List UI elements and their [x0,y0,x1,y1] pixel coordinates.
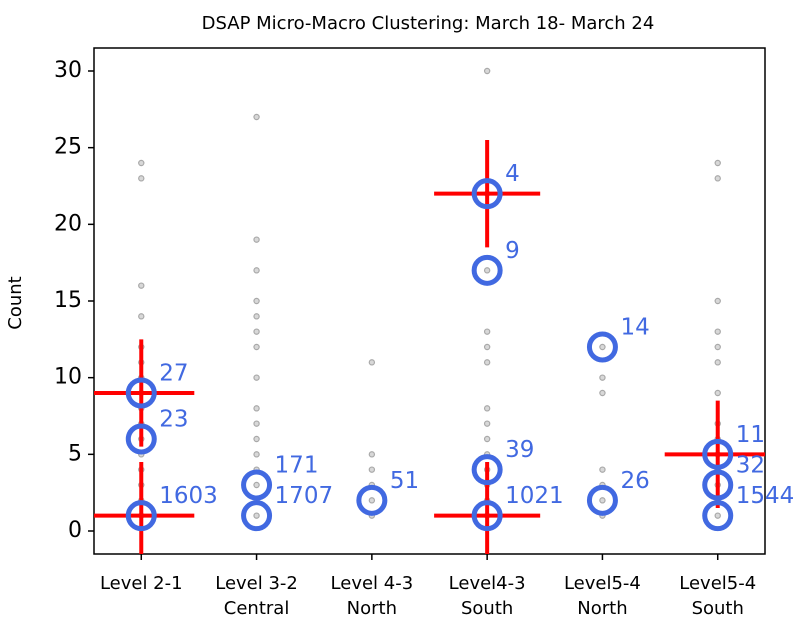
point [253,481,260,489]
point [253,328,260,335]
point [253,451,260,458]
cluster-size-label: 39 [505,437,534,463]
cluster-size-label: 1021 [505,483,564,509]
y-tick-label: 0 [68,518,82,543]
point [253,435,260,443]
point [138,175,145,182]
point [599,497,606,504]
y-tick-label: 25 [54,135,82,160]
point [138,282,145,289]
point [253,405,260,412]
point [714,389,721,397]
x-tick-label: Level 3-2 Central [215,573,298,619]
cluster-marker [241,500,273,532]
cluster-marker [471,500,503,532]
plot-frame [93,47,766,555]
cluster-marker [702,469,734,501]
point [368,466,376,473]
point [599,374,606,381]
point [253,236,260,243]
y-tick-label: 20 [54,211,82,236]
y-tick-label: 10 [54,365,82,390]
point [483,435,491,443]
cluster-size-label: 1603 [159,483,218,509]
cluster-size-label: 171 [275,453,319,479]
point [253,343,260,351]
point [714,297,721,305]
point [253,313,260,320]
x-tick-label: Level4-3 South [449,573,526,619]
x-tick-label: Level5-4 North [564,573,641,619]
cluster-size-label: 27 [159,361,188,387]
point [368,497,376,504]
point [253,420,260,427]
point [483,328,491,335]
point [599,389,606,397]
point [714,175,721,182]
point [599,343,606,351]
point [714,512,721,519]
point [483,67,491,75]
cluster-marker [586,484,618,516]
cluster-marker [125,500,157,532]
y-axis-label: Count [5,276,26,329]
y-tick-label: 30 [54,58,82,83]
x-tick-label: Level 4-3 North [331,573,414,619]
y-tick-label: 5 [68,441,82,466]
point [138,159,145,167]
point [138,313,145,320]
cluster-marker [471,454,503,486]
cluster-size-label: 14 [620,315,649,341]
point [714,159,721,167]
cluster-size-label: 23 [159,407,188,433]
cluster-marker [471,178,503,210]
cluster-size-label: 11 [736,422,765,448]
cluster-size-label: 9 [505,238,520,264]
chart-title: DSAP Micro-Macro Clustering: March 18- M… [202,13,655,34]
cluster-marker [356,484,388,516]
point [368,451,376,458]
point [714,359,721,366]
cluster-marker [125,377,157,409]
cluster-size-label: 4 [505,161,520,187]
point [483,343,491,351]
cluster-marker [471,254,503,286]
cluster-size-label: 1707 [275,483,334,509]
plot-area [94,67,765,554]
point [483,267,491,274]
cluster-marker [702,438,734,470]
point [253,297,260,305]
point [483,420,491,427]
cluster-marker [125,423,157,455]
cluster-size-label: 26 [620,468,649,494]
cluster-size-label: 32 [736,453,765,479]
point [253,113,260,121]
cluster-size-label: 1544 [736,483,795,509]
cluster-marker [702,500,734,532]
point [599,466,606,473]
point [253,512,260,519]
y-tick-label: 15 [54,288,82,313]
point [253,267,260,274]
point [368,359,376,366]
point [253,374,260,381]
x-tick-label: Level 2-1 [100,573,183,594]
point [714,328,721,335]
point [483,405,491,412]
cluster-marker [241,469,273,501]
cluster-size-label: 51 [390,468,419,494]
cluster-marker [586,331,618,363]
x-tick-label: Level5-4 South [679,573,756,619]
point [483,359,491,366]
point [714,343,721,351]
